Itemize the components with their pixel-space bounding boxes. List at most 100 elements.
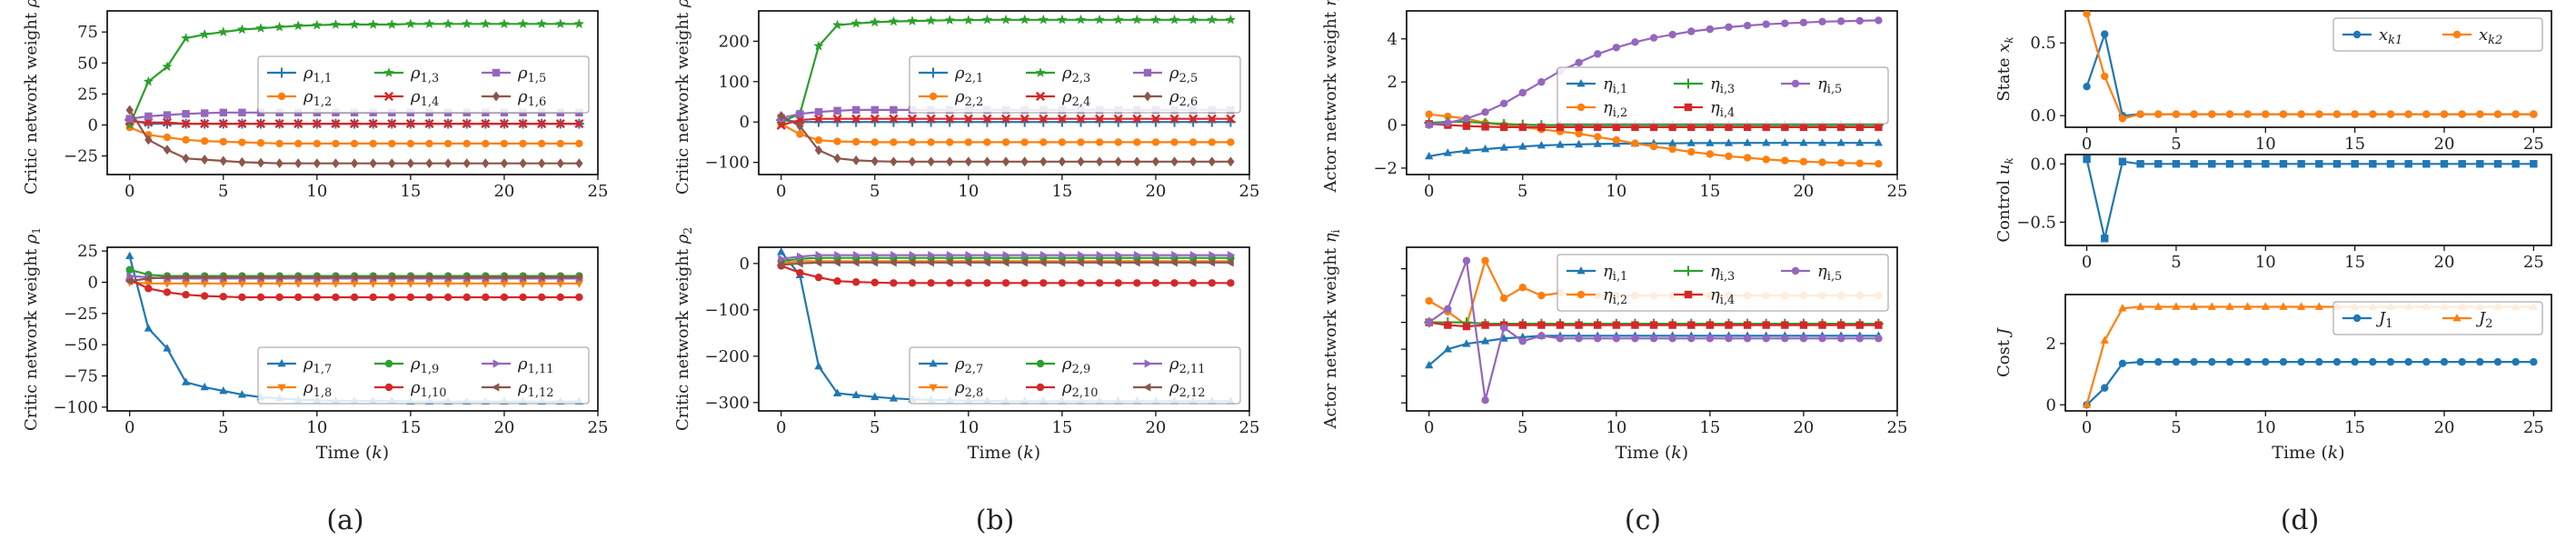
data-point <box>1818 321 1826 329</box>
data-point <box>946 156 954 167</box>
data-point <box>1207 114 1217 124</box>
data-point <box>2458 160 2466 168</box>
data-point <box>1649 321 1658 329</box>
data-point <box>815 251 823 260</box>
data-point <box>1874 138 1884 146</box>
y-axis-label: Critic network weight ρ2 <box>673 227 694 431</box>
data-point <box>1706 321 1715 329</box>
data-point <box>462 119 472 129</box>
x-tick-label: 5 <box>870 418 880 437</box>
data-point <box>443 273 452 282</box>
data-point <box>1039 279 1048 287</box>
data-point <box>870 278 879 286</box>
legend-marker <box>276 67 287 78</box>
x-axis-label: Time (k) <box>1616 443 1688 463</box>
data-point <box>1725 335 1733 343</box>
data-point <box>1612 123 1621 132</box>
data-point <box>1057 14 1068 25</box>
data-point <box>499 273 508 282</box>
data-point <box>518 280 528 288</box>
data-point <box>1096 251 1105 260</box>
data-point <box>946 138 954 146</box>
legend: J1 J2 <box>2332 301 2543 335</box>
legend-marker <box>383 91 394 102</box>
data-point <box>387 273 395 282</box>
data-point <box>946 251 955 260</box>
data-point <box>256 280 265 288</box>
data-point <box>2101 72 2109 81</box>
data-point <box>2082 400 2092 408</box>
panel-label-b: (b) <box>976 505 1015 536</box>
x-axis-label: Time (k) <box>2272 443 2344 463</box>
y-tick-label: −100 <box>705 301 750 320</box>
data-point <box>1001 156 1010 167</box>
data-point <box>162 117 173 127</box>
data-point <box>1668 138 1677 147</box>
data-point <box>1132 114 1142 124</box>
data-point <box>555 119 565 129</box>
data-point <box>1002 251 1011 260</box>
data-point <box>575 293 583 302</box>
data-point <box>1076 258 1084 267</box>
data-point <box>1649 335 1658 343</box>
x-tick-label: 20 <box>1793 418 1814 437</box>
data-point <box>1001 138 1010 146</box>
data-point <box>406 139 415 148</box>
data-point <box>1537 321 1546 329</box>
data-point <box>983 279 991 287</box>
data-point <box>2208 357 2216 366</box>
data-point <box>1425 110 1433 118</box>
data-point <box>424 280 434 288</box>
data-point <box>2404 357 2412 366</box>
data-point <box>1039 258 1047 267</box>
data-point <box>1444 321 1452 329</box>
data-point <box>1594 133 1602 141</box>
x-tick-label: 15 <box>2344 135 2365 154</box>
data-point <box>2332 357 2342 366</box>
x-tick-label: 0 <box>2082 135 2092 154</box>
data-point <box>814 136 823 145</box>
data-point <box>462 273 471 282</box>
x-tick-label: 20 <box>1793 182 1814 201</box>
data-point <box>1114 279 1122 287</box>
data-point <box>1725 23 1733 31</box>
data-point <box>537 273 545 282</box>
data-point <box>983 138 991 146</box>
data-point <box>181 33 192 43</box>
legend-marker <box>384 383 393 392</box>
data-point <box>388 139 396 148</box>
data-point <box>1706 335 1715 343</box>
data-point <box>2100 335 2109 344</box>
data-point <box>2243 302 2253 310</box>
legend-entry-label: ρ2,7 <box>954 355 983 376</box>
data-point <box>795 259 803 268</box>
x-tick-label: 5 <box>218 182 228 201</box>
y-tick-label: 4 <box>1387 30 1397 49</box>
panel-captions: (a) (b) (c) (d) <box>326 505 2319 536</box>
y-tick-label: 25 <box>77 242 98 261</box>
data-point <box>2101 384 2109 392</box>
legend-marker <box>1144 359 1153 368</box>
data-point <box>143 75 154 86</box>
data-point <box>1612 135 1621 145</box>
data-point <box>125 265 134 274</box>
data-point <box>519 293 527 302</box>
data-point <box>870 114 880 124</box>
data-point <box>443 293 453 302</box>
data-point <box>163 344 172 352</box>
chart-d-bottom: 0 5 10 15 20 25 0 2 Time (k) Cost J J1 J2 <box>1994 294 2552 463</box>
data-point <box>981 14 992 25</box>
data-point <box>425 293 433 302</box>
data-point <box>1443 345 1452 353</box>
data-point <box>2297 302 2306 310</box>
data-point <box>1020 156 1029 167</box>
data-point <box>1575 335 1583 343</box>
data-point <box>518 18 529 29</box>
data-point <box>2136 110 2144 118</box>
data-point <box>1762 20 1770 28</box>
data-point <box>1462 115 1471 123</box>
data-point <box>1039 156 1048 167</box>
data-point <box>1000 14 1011 25</box>
data-point <box>350 139 359 148</box>
panel-label-c: (c) <box>1625 505 1661 536</box>
